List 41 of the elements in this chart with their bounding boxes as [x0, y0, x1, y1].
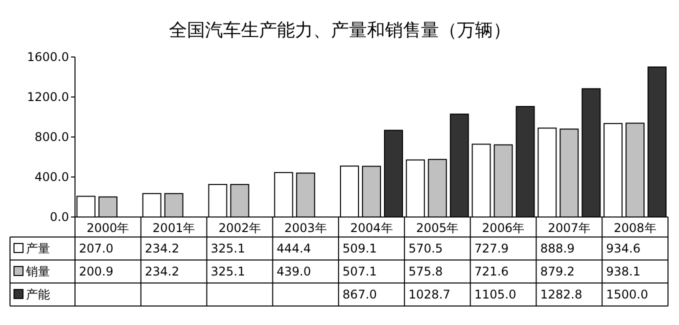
- data-label: 444.4: [276, 242, 312, 256]
- data-label: 234.2: [144, 264, 180, 278]
- data-label: 727.9: [474, 242, 509, 256]
- data-label: 721.6: [474, 264, 509, 278]
- y-tick-label: 800.0: [34, 130, 69, 144]
- data-label: 509.1: [342, 242, 377, 256]
- x-tick-label: 2003年: [284, 221, 327, 235]
- data-label: 575.8: [408, 264, 443, 278]
- y-tick-label: 400.0: [34, 170, 69, 184]
- data-label: 570.5: [408, 242, 443, 256]
- legend-label: 销量: [25, 264, 50, 278]
- data-label: 934.6: [606, 242, 640, 256]
- x-tick-label: 2002年: [218, 221, 261, 235]
- data-label: 200.9: [79, 264, 114, 278]
- y-tick-label: 1600.0: [27, 50, 69, 64]
- data-label: 888.9: [540, 242, 575, 256]
- data-label: 507.1: [342, 264, 377, 278]
- data-label: 234.2: [144, 242, 180, 256]
- x-tick-label: 2006年: [482, 221, 525, 235]
- x-tick-label: 2008年: [614, 221, 656, 235]
- y-tick-label: 1200.0: [27, 90, 69, 104]
- data-label: 867.0: [342, 288, 377, 302]
- data-label: 1028.7: [408, 288, 450, 302]
- data-label: 325.1: [210, 264, 246, 278]
- y-tick-label: 0.0: [50, 210, 69, 224]
- data-label: 938.1: [606, 264, 640, 278]
- legend-label: 产量: [26, 242, 50, 256]
- chart-title: 全国汽车生产能力、产量和销售量（万辆）: [169, 20, 511, 41]
- x-tick-label: 2005年: [416, 221, 459, 235]
- x-tick-label: 2004年: [350, 221, 393, 235]
- data-label: 879.2: [540, 264, 575, 278]
- x-tick-label: 2000年: [86, 221, 130, 235]
- data-label: 439.0: [276, 264, 312, 278]
- data-label: 1500.0: [606, 288, 648, 302]
- legend-label: 产能: [26, 288, 50, 302]
- data-label: 207.0: [79, 242, 114, 256]
- data-label: 325.1: [210, 242, 246, 256]
- x-tick-label: 2001年: [152, 221, 196, 235]
- x-tick-label: 2007年: [548, 221, 590, 235]
- data-label: 1105.0: [474, 288, 516, 302]
- data-label: 1282.8: [540, 288, 582, 302]
